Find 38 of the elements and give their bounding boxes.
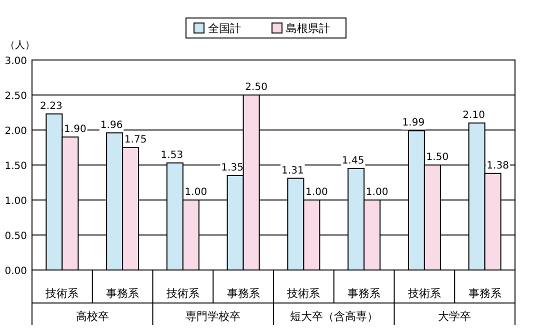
x-tick-label: 技術系: [165, 287, 200, 300]
data-label: 1.96: [100, 120, 123, 131]
y-tick-label: 0.00: [4, 266, 27, 277]
data-label: 1.75: [124, 134, 147, 146]
text: 高校卒: [76, 310, 109, 323]
x-tick-label: 事務系: [468, 287, 502, 300]
data-label: 2.23: [40, 100, 62, 112]
text: 大学卒: [438, 310, 472, 323]
data-label: 1.00: [306, 187, 328, 198]
x-tick-label: 技術系: [406, 287, 441, 300]
x-tick-label: 事務系: [226, 287, 260, 300]
data-label: 2.10: [462, 110, 485, 121]
data-label: 1.50: [426, 152, 449, 163]
data-label: 1.90: [64, 124, 86, 135]
y-tick-label: 2.50: [4, 91, 27, 102]
data-label: 2.50: [245, 82, 268, 93]
y-tick-label: 1.50: [4, 161, 27, 172]
x-tick-label: 事務系: [348, 287, 381, 300]
data-label: 1.35: [221, 162, 244, 174]
x-tick-label: 技術系: [44, 287, 79, 300]
x-tick-label: 事務系: [106, 287, 140, 300]
text: 短大卒（含高専）: [290, 310, 378, 323]
x-tick-label: 技術系: [286, 287, 320, 300]
data-label: 1.99: [402, 118, 425, 129]
data-label: 1.00: [184, 187, 208, 198]
text: 専門学校卒: [186, 310, 241, 323]
y-tick-label: 1.00: [4, 196, 27, 207]
legend-label: 全国計: [208, 22, 241, 35]
data-label: 1.45: [342, 156, 364, 166]
y-tick-label: 0.50: [4, 231, 27, 242]
y-tick-label: 3.00: [4, 56, 27, 67]
y-axis-title: （人）: [5, 40, 35, 51]
data-label: 1.00: [366, 187, 388, 198]
data-label: 1.53: [160, 150, 184, 161]
data-label: 1.31: [282, 165, 304, 176]
data-label: 1.38: [486, 160, 509, 172]
legend-label: 島根県計: [286, 22, 330, 35]
y-tick-label: 2.00: [4, 126, 27, 137]
